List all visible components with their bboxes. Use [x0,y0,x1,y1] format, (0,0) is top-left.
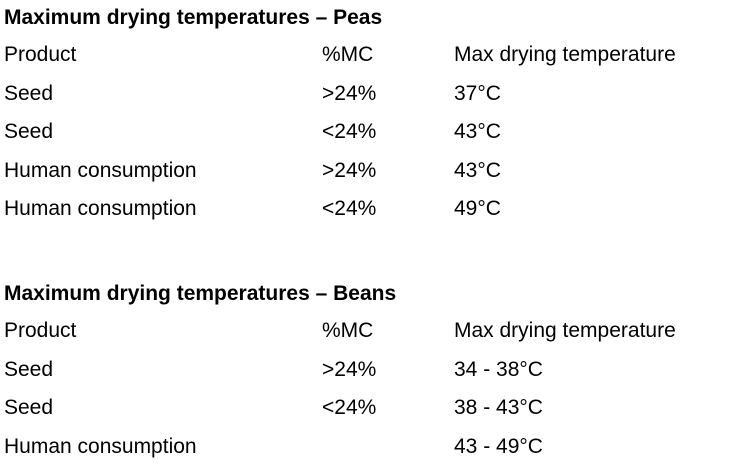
table-title: Maximum drying temperatures – Beans [4,276,396,312]
table-cell: 49°C [454,190,501,228]
table-cell: 37°C [454,75,501,113]
table-title: Maximum drying temperatures – Peas [4,0,382,36]
header-cell: Product [4,312,76,350]
table-cell: <24% [322,389,376,427]
header-cell: %MC [322,36,373,74]
table-row: Seed>24%34 - 38°C [4,351,396,390]
table-cell: <24% [322,190,376,228]
table-cell: Human consumption [4,190,197,228]
table-cell: 43 - 49°C [454,428,543,466]
table-row: Human consumption<24%49°C [4,190,382,229]
table-row: Seed<24%38 - 43°C [4,389,396,428]
table-cell: >24% [322,75,376,113]
table-cell: Human consumption [4,428,197,466]
table-cell: 43°C [454,113,501,151]
table-cell: <24% [322,113,376,151]
table-row: Seed>24%37°C [4,75,382,114]
table-row: Seed<24%43°C [4,113,382,152]
table-cell: Human consumption [4,152,197,190]
table-cell: >24% [322,351,376,389]
table-cell: 38 - 43°C [454,389,543,427]
table-row: Human consumption>24%43°C [4,152,382,191]
table-cell: 34 - 38°C [454,351,543,389]
table-cell: Seed [4,351,53,389]
table-cell: Seed [4,75,53,113]
table-cell: 43°C [454,152,501,190]
header-cell: Product [4,36,76,74]
table-cell: Seed [4,389,53,427]
header-cell: %MC [322,312,373,350]
table-cell: >24% [322,152,376,190]
table-cell: Seed [4,113,53,151]
header-cell: Max drying temperature [454,312,676,350]
header-cell: Max drying temperature [454,36,676,74]
